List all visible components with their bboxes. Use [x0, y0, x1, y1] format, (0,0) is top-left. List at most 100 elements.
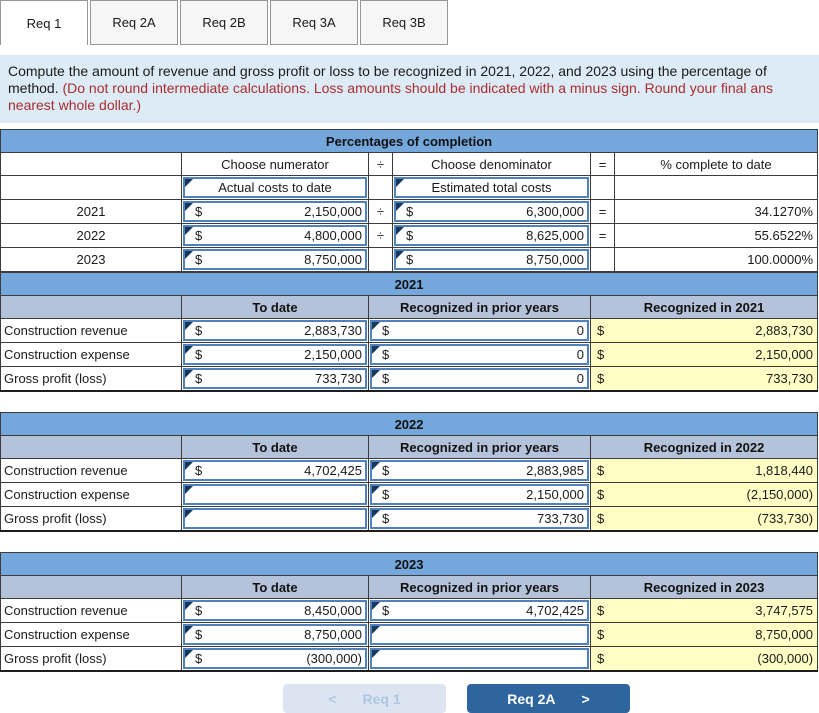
- cell-value: 8,750,000: [304, 627, 362, 642]
- table-title-2023: 2023: [0, 552, 819, 576]
- computed-gross-2021: $733,730: [589, 366, 819, 392]
- pct-empty-cell: [368, 175, 393, 200]
- equals-sign: =: [590, 152, 615, 176]
- currency-sign: $: [195, 651, 203, 666]
- cell-value: 733,730: [315, 371, 362, 386]
- empty-col-header: [0, 295, 182, 319]
- next-req-button[interactable]: Req 2A >: [467, 684, 630, 713]
- pct-header-denominator: Choose denominator: [392, 152, 591, 176]
- col-header-to-date: To date: [181, 575, 369, 599]
- currency-sign: $: [382, 347, 390, 362]
- input-gross-prior-2022[interactable]: $733,730: [370, 508, 589, 529]
- prev-req-button[interactable]: < Req 1: [283, 684, 446, 713]
- equals-sign: =: [590, 199, 615, 224]
- empty-col-header: [0, 435, 182, 459]
- currency-sign: $: [406, 252, 414, 267]
- numerator-input-2021[interactable]: $2,150,000: [183, 201, 367, 222]
- numerator-value: 8,750,000: [304, 252, 362, 267]
- tab-req-3b[interactable]: Req 3B: [360, 0, 448, 45]
- input-revenue-to-date-2021[interactable]: $2,883,730: [183, 320, 367, 341]
- computed-revenue-2022: $1,818,440: [589, 458, 819, 483]
- cell-value: 4,702,425: [526, 603, 584, 618]
- input-revenue-to-date-2023[interactable]: $8,450,000: [183, 600, 367, 621]
- currency-sign: $: [597, 463, 605, 478]
- currency-sign: $: [195, 371, 203, 386]
- pct-header-complete: % complete to date: [614, 152, 818, 176]
- requirement-tabs: Req 1 Req 2A Req 2B Req 3A Req 3B: [0, 0, 819, 45]
- pagination-footer: < Req 1 Req 2A >: [283, 684, 819, 713]
- denominator-input-2022[interactable]: $8,625,000: [394, 225, 589, 246]
- currency-sign: $: [597, 511, 605, 526]
- col-header-prior-years: Recognized in prior years: [368, 575, 591, 599]
- currency-sign: $: [597, 347, 605, 362]
- input-gross-prior-2021[interactable]: $0: [370, 368, 589, 389]
- input-revenue-prior-2021[interactable]: $0: [370, 320, 589, 341]
- currency-sign: $: [382, 323, 390, 338]
- pct-complete-2022: 55.6522%: [614, 223, 818, 248]
- row-year-label: 2023: [0, 247, 182, 272]
- computed-revenue-2023: $3,747,575: [589, 598, 819, 623]
- currency-sign: $: [195, 252, 203, 267]
- input-revenue-prior-2023[interactable]: $4,702,425: [370, 600, 589, 621]
- input-expense-to-date-2023[interactable]: $8,750,000: [183, 624, 367, 645]
- equals-sign-empty: [590, 247, 615, 272]
- numerator-value: 2,150,000: [304, 204, 362, 219]
- denominator-value: 8,750,000: [526, 252, 584, 267]
- cell-value: 1,818,440: [755, 463, 814, 478]
- currency-sign: $: [382, 487, 390, 502]
- tab-req-3a[interactable]: Req 3A: [270, 0, 358, 45]
- input-expense-prior-2022[interactable]: $2,150,000: [370, 484, 589, 505]
- row-year-label: 2022: [0, 223, 182, 248]
- denominator-choice-cell[interactable]: Estimated total costs: [394, 177, 589, 198]
- input-gross-prior-2023[interactable]: [370, 648, 589, 669]
- input-gross-to-date-2023[interactable]: $ (300,000): [183, 648, 367, 669]
- recognition-table-2023: 2023 To date Recognized in prior years R…: [0, 552, 819, 672]
- table-title-2022: 2022: [0, 412, 819, 436]
- denominator-input-2023[interactable]: $8,750,000: [394, 249, 589, 270]
- tab-req-2a[interactable]: Req 2A: [90, 0, 178, 45]
- numerator-input-2023[interactable]: $8,750,000: [183, 249, 367, 270]
- numerator-choice-cell[interactable]: Actual costs to date: [183, 177, 367, 198]
- input-gross-to-date-2021[interactable]: $733,730: [183, 368, 367, 389]
- divide-sign: ÷: [368, 152, 393, 176]
- input-expense-to-date-2022[interactable]: [183, 484, 367, 505]
- currency-sign: $: [382, 371, 390, 386]
- currency-sign: $: [406, 228, 414, 243]
- computed-gross-2023: $ (300,000): [589, 646, 819, 672]
- pct-table-title: Percentages of completion: [0, 129, 818, 153]
- cell-value: (300,000): [306, 651, 362, 666]
- input-gross-to-date-2022[interactable]: [183, 508, 367, 529]
- tab-req-2b[interactable]: Req 2B: [180, 0, 268, 45]
- instructions-line3: nearest whole dollar.): [8, 97, 142, 113]
- row-label: Gross profit (loss): [0, 506, 182, 532]
- currency-sign: $: [382, 603, 390, 618]
- input-revenue-to-date-2022[interactable]: $4,702,425: [183, 460, 367, 481]
- computed-expense-2022: $ (2,150,000): [589, 482, 819, 507]
- denominator-input-2021[interactable]: $6,300,000: [394, 201, 589, 222]
- denominator-value: 6,300,000: [526, 204, 584, 219]
- cell-value: 2,150,000: [304, 347, 362, 362]
- cell-value: 8,750,000: [755, 627, 814, 642]
- cell-value: 2,150,000: [755, 347, 814, 362]
- currency-sign: $: [382, 511, 390, 526]
- numerator-input-2022[interactable]: $4,800,000: [183, 225, 367, 246]
- prev-req-label: Req 1: [362, 690, 401, 707]
- numerator-choice-label: Actual costs to date: [218, 180, 332, 195]
- input-revenue-prior-2022[interactable]: $2,883,985: [370, 460, 589, 481]
- divide-sign: ÷: [368, 199, 393, 224]
- currency-sign: $: [597, 323, 605, 338]
- input-expense-prior-2023[interactable]: [370, 624, 589, 645]
- divide-sign-empty: [368, 247, 393, 272]
- cell-value: 2,883,730: [755, 323, 814, 338]
- currency-sign: $: [406, 204, 414, 219]
- input-expense-to-date-2021[interactable]: $2,150,000: [183, 344, 367, 365]
- chevron-left-icon: <: [328, 690, 337, 707]
- input-expense-prior-2021[interactable]: $0: [370, 344, 589, 365]
- numerator-value: 4,800,000: [304, 228, 362, 243]
- row-label: Construction expense: [0, 622, 182, 647]
- empty-col-header: [0, 575, 182, 599]
- denominator-choice-label: Estimated total costs: [431, 180, 552, 195]
- currency-sign: $: [597, 603, 605, 618]
- tab-req-1[interactable]: Req 1: [0, 0, 88, 45]
- col-header-recognized: Recognized in 2021: [589, 295, 819, 319]
